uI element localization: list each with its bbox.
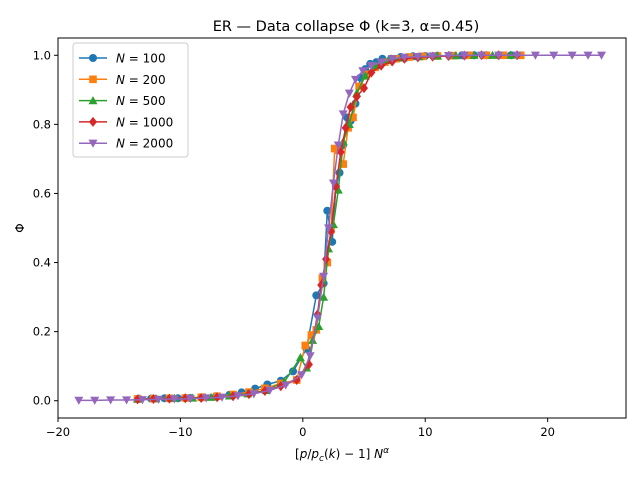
data-point bbox=[297, 371, 307, 380]
data-point bbox=[169, 395, 179, 404]
y-tick-label: 0.6 bbox=[33, 186, 51, 200]
data-point bbox=[137, 396, 147, 405]
data-point bbox=[444, 52, 453, 61]
legend-label: N = 500 bbox=[116, 94, 166, 108]
data-point bbox=[349, 113, 357, 122]
data-point bbox=[338, 110, 348, 119]
data-point bbox=[265, 386, 275, 395]
x-axis: −20 −10 0 10 20 bbox=[46, 418, 555, 439]
y-tick-label: 0.4 bbox=[33, 256, 51, 270]
data-point bbox=[312, 291, 321, 300]
data-point bbox=[350, 75, 360, 84]
data-point bbox=[387, 55, 397, 64]
data-point bbox=[399, 53, 409, 62]
data-point bbox=[233, 392, 243, 401]
legend-item-200: N = 200 bbox=[79, 73, 166, 87]
data-point bbox=[494, 51, 504, 60]
x-tick-label: 10 bbox=[418, 425, 433, 439]
data-point bbox=[319, 272, 329, 281]
legend-item-100: N = 100 bbox=[79, 52, 166, 66]
data-point bbox=[314, 321, 324, 331]
data-point bbox=[74, 396, 84, 405]
legend-marker bbox=[89, 54, 97, 62]
legend-label: N = 200 bbox=[116, 73, 166, 87]
legend-item-500: N = 500 bbox=[79, 94, 166, 108]
plot-frame bbox=[57, 37, 627, 419]
series-2000 bbox=[74, 51, 607, 405]
data-point bbox=[530, 51, 540, 60]
data-point bbox=[597, 51, 607, 60]
legend-items: N = 100 N = 200 N = 500 N = 1000 N = 2000 bbox=[79, 52, 173, 151]
data-point bbox=[358, 67, 368, 76]
data-point bbox=[355, 82, 363, 91]
data-point bbox=[185, 395, 195, 404]
x-tick-label: −20 bbox=[46, 425, 70, 439]
data-point bbox=[567, 51, 577, 60]
y-axis-label: Φ bbox=[13, 223, 27, 232]
data-point bbox=[413, 53, 423, 62]
legend-marker bbox=[88, 96, 98, 105]
data-point bbox=[323, 206, 332, 215]
plot-area bbox=[57, 37, 627, 419]
legend-box bbox=[72, 42, 189, 158]
data-point bbox=[549, 51, 559, 60]
data-point bbox=[339, 160, 348, 168]
data-point bbox=[367, 67, 376, 78]
data-point bbox=[583, 51, 593, 60]
data-point bbox=[328, 179, 338, 188]
data-point bbox=[360, 83, 369, 94]
y-tick-label: 0.0 bbox=[33, 394, 51, 408]
data-point bbox=[313, 314, 323, 323]
data-point bbox=[295, 353, 305, 362]
data-point bbox=[122, 396, 132, 405]
data-point bbox=[307, 331, 316, 339]
data-point bbox=[512, 51, 522, 60]
data-point bbox=[333, 141, 343, 150]
data-point bbox=[341, 122, 350, 133]
data-point bbox=[376, 58, 386, 67]
data-point bbox=[201, 394, 211, 403]
data-point bbox=[324, 224, 334, 233]
data-point bbox=[346, 102, 355, 113]
data-point bbox=[360, 71, 370, 80]
legend-marker bbox=[88, 139, 98, 148]
data-point bbox=[217, 393, 227, 402]
legend-label: N = 100 bbox=[116, 52, 166, 66]
y-tick-label: 0.2 bbox=[33, 325, 51, 339]
legend-label: N = 2000 bbox=[116, 137, 173, 151]
data-point bbox=[289, 367, 298, 376]
data-point bbox=[153, 395, 163, 404]
data-point bbox=[344, 89, 354, 98]
y-axis: 0.0 0.2 0.4 0.6 0.8 1.0 bbox=[33, 48, 58, 408]
data-point bbox=[301, 341, 310, 350]
data-point bbox=[336, 147, 345, 157]
data-point bbox=[281, 381, 291, 390]
data-point bbox=[366, 62, 376, 71]
x-axis-label: [p/pc(k) − 1] Nα bbox=[295, 446, 389, 464]
x-tick-label: −10 bbox=[168, 425, 192, 439]
data-point bbox=[477, 51, 487, 60]
data-point bbox=[459, 51, 469, 60]
legend-marker bbox=[89, 116, 97, 127]
y-tick-label: 1.0 bbox=[33, 48, 51, 62]
data-point bbox=[305, 352, 315, 361]
data-point bbox=[428, 52, 438, 61]
data-point bbox=[90, 396, 100, 405]
chart-title: ER — Data collapse Φ (k=3, α=0.45) bbox=[213, 19, 480, 35]
legend-label: N = 1000 bbox=[116, 115, 173, 129]
data-point bbox=[352, 91, 361, 102]
legend-item-1000: N = 1000 bbox=[79, 115, 173, 129]
y-tick-label: 0.8 bbox=[33, 117, 51, 131]
legend-marker bbox=[89, 75, 97, 84]
data-point bbox=[106, 396, 116, 405]
x-tick-label: 20 bbox=[540, 425, 555, 439]
data-point bbox=[319, 292, 329, 301]
legend: N = 100 N = 200 N = 500 N = 1000 N = 2000 bbox=[72, 42, 189, 158]
x-tick-label: 0 bbox=[299, 425, 306, 439]
series-layer bbox=[74, 50, 607, 405]
data-point bbox=[249, 390, 259, 399]
legend-item-2000: N = 2000 bbox=[79, 137, 173, 151]
